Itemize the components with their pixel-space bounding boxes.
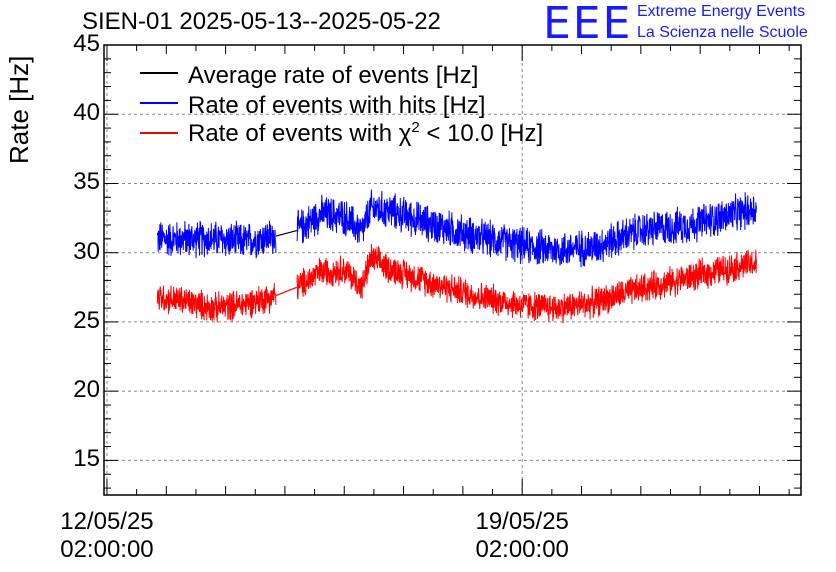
gap-connector-line: [275, 229, 297, 237]
y-tick-label: 15: [73, 445, 100, 473]
legend-swatch: [140, 132, 178, 134]
y-tick-label: 25: [73, 306, 100, 334]
chart-title: SIEN-01 2025-05-13--2025-05-22: [82, 8, 441, 35]
y-tick-label: 45: [73, 30, 100, 57]
legend-label: Rate of events with χ2 < 10.0 [Hz]: [188, 118, 544, 147]
y-axis-label: Rate [Hz]: [4, 55, 34, 164]
legend-label: Average rate of events [Hz]: [188, 61, 479, 89]
eee-logo: EEE: [543, 0, 633, 49]
logo-subtitle-2: La Scienza nelle Scuole: [637, 24, 808, 41]
x-tick-date: 12/05/25: [60, 508, 154, 535]
series-line: [156, 220, 277, 259]
x-tick-time: 02:00:00: [475, 536, 569, 563]
x-tick-time: 02:00:00: [60, 536, 154, 563]
x-tick-label: 19/05/25 02:00:00: [452, 508, 592, 564]
series-line: [296, 244, 757, 324]
series-line: [296, 189, 757, 268]
legend-swatch: [140, 72, 178, 74]
legend-item-chi2: Rate of events with χ2 < 10.0 [Hz]: [140, 118, 543, 148]
y-tick-label: 40: [73, 99, 100, 127]
x-tick-date: 19/05/25: [475, 508, 569, 535]
y-tick-label: 20: [73, 376, 100, 404]
legend-label: Rate of events with hits [Hz]: [188, 91, 486, 119]
plot-frame: [103, 44, 802, 496]
gap-connector-line: [275, 286, 298, 297]
legend-item-hits: Rate of events with hits [Hz]: [140, 88, 486, 119]
y-tick-label: 30: [73, 237, 100, 265]
legend-item-average: Average rate of events [Hz]: [140, 58, 479, 89]
x-tick-label: 12/05/25 02:00:00: [37, 508, 177, 564]
y-tick-label: 35: [73, 168, 100, 196]
logo-subtitle-1: Extreme Energy Events: [637, 3, 806, 20]
series-line: [156, 283, 277, 323]
legend-swatch: [140, 102, 178, 104]
